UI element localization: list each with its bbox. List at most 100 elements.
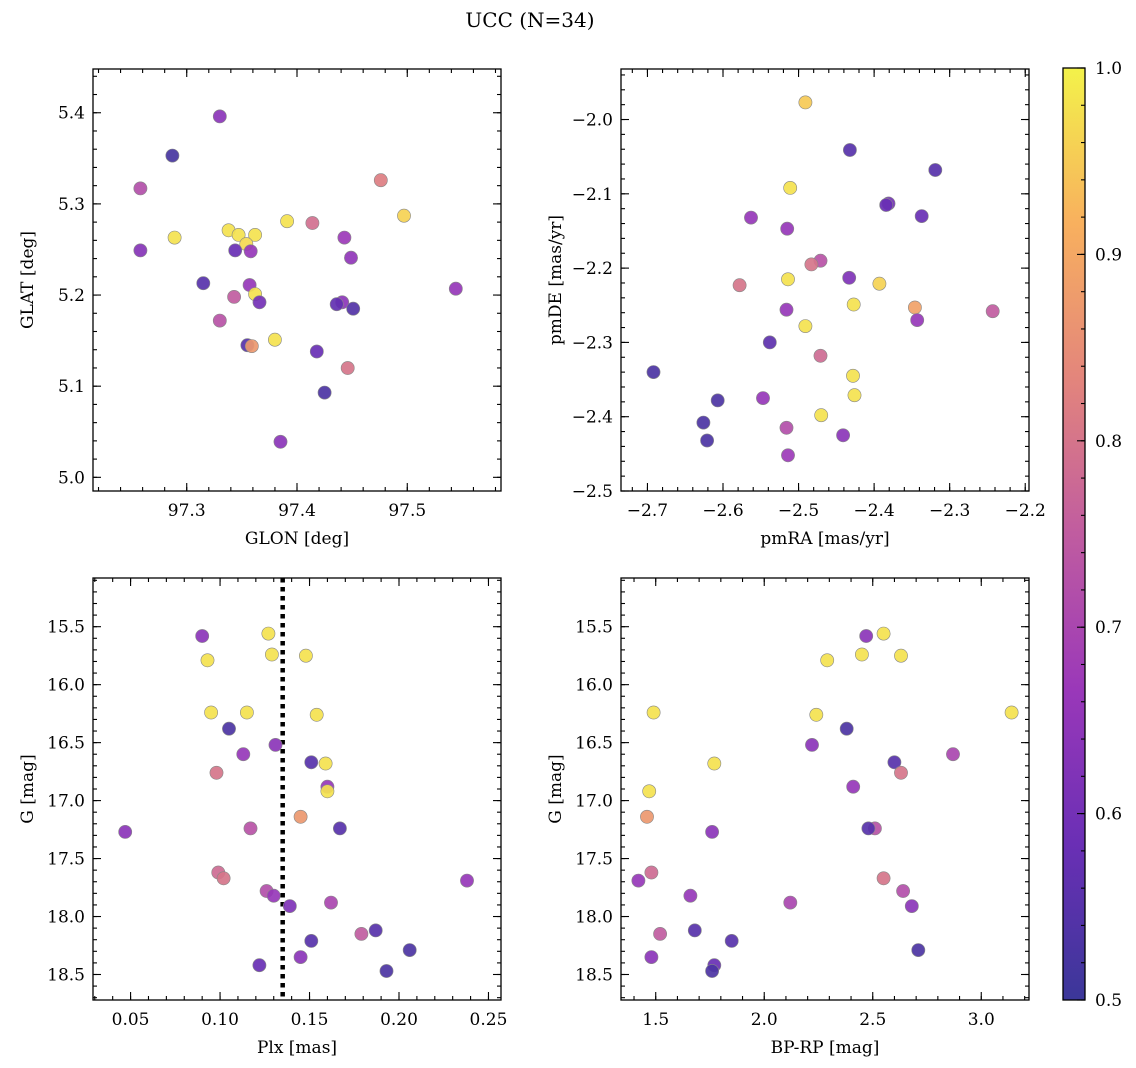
x-tick-label: 0.20 <box>380 1010 418 1030</box>
data-point <box>839 721 854 736</box>
x-tick-label: 1.5 <box>642 1010 669 1030</box>
data-point <box>165 148 180 163</box>
data-point <box>700 433 714 448</box>
y-tick-label: 5.2 <box>58 286 85 306</box>
data-point <box>804 257 819 272</box>
plot-frame <box>620 577 1030 1001</box>
data-point <box>908 300 922 315</box>
x-tick-label: 2.0 <box>751 1010 778 1030</box>
x-axis-label: Plx [mas] <box>257 1038 337 1058</box>
data-point <box>373 173 388 188</box>
y-tick-label: 16.0 <box>575 676 613 696</box>
x-tick-label: 2.5 <box>859 1010 886 1030</box>
data-point <box>887 755 902 770</box>
data-point <box>814 408 829 423</box>
data-point <box>859 629 874 643</box>
data-point <box>781 448 795 463</box>
data-point <box>783 180 798 195</box>
data-point <box>813 348 828 363</box>
y-axis-label: pmDE [mas/yr] <box>546 215 566 345</box>
data-point <box>762 335 777 350</box>
data-point <box>268 738 283 752</box>
data-point <box>200 653 215 668</box>
data-point <box>309 707 324 722</box>
data-point <box>397 208 411 223</box>
data-point <box>683 888 698 903</box>
data-point <box>252 958 267 973</box>
colorbar-tick-label: 1.0 <box>1095 59 1122 79</box>
data-point <box>928 163 943 177</box>
x-tick-label: 97.3 <box>168 501 206 521</box>
data-point <box>846 779 861 794</box>
data-point <box>1004 705 1019 720</box>
x-tick-label: 0.10 <box>201 1010 239 1030</box>
y-tick-label: 17.0 <box>575 792 613 812</box>
data-point <box>707 756 722 771</box>
data-point <box>710 393 725 408</box>
data-point <box>320 784 335 799</box>
data-point <box>264 647 279 662</box>
y-tick-label: 5.1 <box>58 377 85 397</box>
y-tick-label: 16.0 <box>47 676 85 696</box>
colorbar: 0.5 0.6 0.7 0.8 0.9 1.0 <box>1062 59 1122 1011</box>
data-point <box>642 784 657 799</box>
data-point <box>724 934 739 948</box>
y-tick-label: 5.3 <box>58 195 85 215</box>
y-tick-label: −2.3 <box>572 333 613 353</box>
plot-frame <box>92 68 502 492</box>
data-point <box>872 276 887 291</box>
x-tick-label: −2.6 <box>702 501 743 521</box>
data-point <box>236 747 251 762</box>
y-tick-label: 16.5 <box>575 734 613 754</box>
data-point <box>354 927 369 941</box>
y-tick-label: −2.5 <box>572 482 613 502</box>
data-point <box>820 653 835 668</box>
data-point <box>705 825 719 839</box>
data-point <box>167 230 182 245</box>
x-tick-label: −2.7 <box>627 501 668 521</box>
data-point <box>861 821 876 836</box>
data-point <box>646 705 661 720</box>
data-point <box>876 626 891 641</box>
data-point <box>847 388 862 403</box>
data-point <box>644 865 659 880</box>
data-point <box>653 927 667 941</box>
data-point <box>911 943 926 957</box>
data-point <box>340 361 355 375</box>
data-point <box>846 297 861 312</box>
data-point <box>309 344 324 359</box>
data-point <box>946 747 960 762</box>
data-point <box>293 950 308 964</box>
data-point <box>133 243 148 258</box>
data-point <box>266 888 281 903</box>
data-point <box>904 899 919 913</box>
data-point <box>644 950 659 964</box>
panel-glon-glat: 97.3 97.4 97.5 5.0 5.1 5.2 5.3 5.4 GLON [deg] GLA… <box>18 68 502 549</box>
data-point <box>243 244 258 259</box>
data-point <box>195 629 210 643</box>
x-tick-label: −2.2 <box>1005 501 1046 521</box>
data-point <box>216 871 231 886</box>
y-tick-label: 15.5 <box>47 618 85 638</box>
plot-frame <box>620 68 1030 492</box>
data-point <box>346 301 361 316</box>
data-point <box>687 923 702 938</box>
data-point <box>732 278 747 293</box>
data-point <box>324 895 338 910</box>
data-point <box>876 871 891 886</box>
data-point <box>304 934 319 948</box>
data-point <box>293 809 308 824</box>
y-tick-label: 17.0 <box>47 792 85 812</box>
data-point <box>855 647 869 662</box>
data-point <box>756 391 770 405</box>
x-tick-label: 0.05 <box>112 1010 150 1030</box>
data-point <box>985 304 1000 319</box>
data-point <box>282 899 297 913</box>
data-point <box>329 297 344 312</box>
data-point <box>243 821 258 836</box>
data-point <box>640 809 654 824</box>
data-point <box>304 755 319 770</box>
data-point <box>744 210 758 225</box>
data-point <box>118 825 133 839</box>
y-axis-label: G [mag] <box>546 754 566 823</box>
